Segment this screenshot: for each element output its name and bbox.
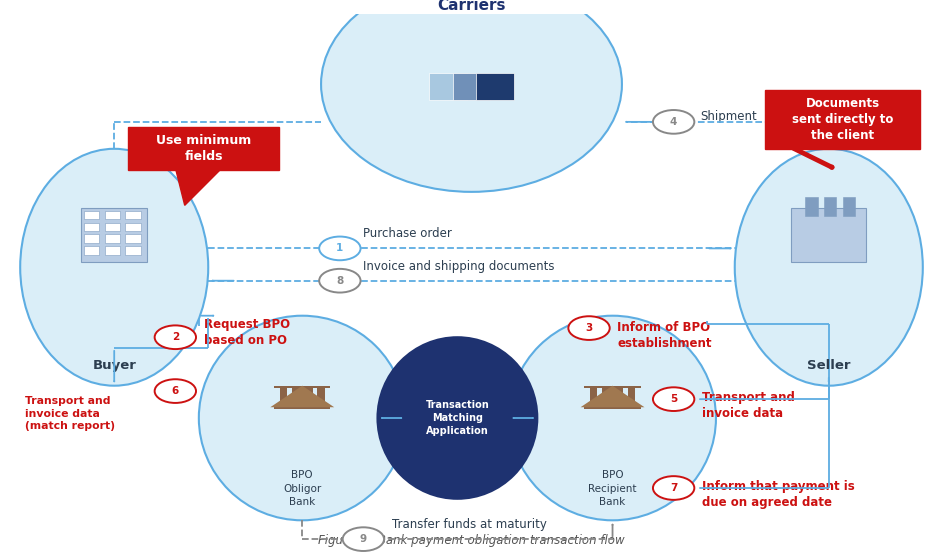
- Text: 3: 3: [586, 323, 592, 333]
- Bar: [292, 388, 300, 409]
- Text: Transport and
invoice data: Transport and invoice data: [702, 391, 795, 420]
- Circle shape: [569, 316, 610, 340]
- Bar: [590, 388, 598, 409]
- Text: Inform of BPO
establishment: Inform of BPO establishment: [618, 321, 712, 350]
- Circle shape: [155, 325, 196, 349]
- Bar: [628, 388, 635, 409]
- Text: 1: 1: [337, 243, 343, 253]
- Text: BPO
Obligor
Bank: BPO Obligor Bank: [283, 470, 322, 507]
- Bar: [453, 74, 490, 100]
- Bar: [105, 223, 120, 231]
- Circle shape: [653, 387, 694, 411]
- Bar: [843, 197, 855, 216]
- Bar: [585, 407, 640, 409]
- Text: Request BPO
based on PO: Request BPO based on PO: [204, 319, 290, 347]
- Bar: [125, 223, 141, 231]
- Bar: [84, 223, 99, 231]
- Circle shape: [342, 527, 384, 551]
- Text: Delivery
of goods: Delivery of goods: [169, 143, 220, 172]
- Polygon shape: [581, 386, 644, 407]
- Circle shape: [319, 237, 360, 260]
- Circle shape: [319, 269, 360, 293]
- Text: Documents
sent directly to
the client: Documents sent directly to the client: [792, 97, 894, 142]
- Bar: [616, 388, 623, 409]
- Bar: [603, 388, 610, 409]
- Bar: [824, 197, 836, 216]
- Bar: [125, 246, 141, 255]
- Text: Figure 2 : Bank payment obligation transaction flow: Figure 2 : Bank payment obligation trans…: [318, 534, 625, 547]
- Bar: [476, 74, 514, 100]
- Ellipse shape: [199, 316, 405, 520]
- Text: Buyer: Buyer: [92, 359, 136, 372]
- Text: Shipment: Shipment: [700, 110, 756, 123]
- Bar: [125, 211, 141, 219]
- Bar: [84, 211, 99, 219]
- Bar: [429, 74, 467, 100]
- Text: 9: 9: [360, 534, 367, 544]
- Text: Transaction
Matching
Application: Transaction Matching Application: [425, 400, 489, 436]
- Text: Invoice and shipping documents: Invoice and shipping documents: [363, 260, 554, 273]
- Ellipse shape: [321, 0, 622, 192]
- Bar: [274, 407, 330, 409]
- Ellipse shape: [509, 316, 716, 520]
- FancyBboxPatch shape: [765, 90, 920, 149]
- Text: 7: 7: [670, 483, 677, 493]
- Bar: [280, 388, 288, 409]
- Text: Purchase order: Purchase order: [363, 227, 453, 240]
- Text: Transfer funds at maturity: Transfer funds at maturity: [391, 518, 546, 531]
- Text: Use minimum
fields: Use minimum fields: [156, 134, 251, 163]
- Bar: [585, 386, 640, 388]
- Polygon shape: [175, 168, 223, 206]
- FancyBboxPatch shape: [791, 208, 867, 262]
- Text: BPO
Recipient
Bank: BPO Recipient Bank: [588, 470, 637, 507]
- Bar: [105, 234, 120, 243]
- Bar: [125, 234, 141, 243]
- Text: Inform that payment is
due on agreed date: Inform that payment is due on agreed dat…: [702, 480, 854, 509]
- Ellipse shape: [20, 149, 208, 386]
- Text: 5: 5: [670, 394, 677, 404]
- Bar: [105, 211, 120, 219]
- Circle shape: [653, 476, 694, 500]
- Text: Carriers: Carriers: [438, 0, 505, 13]
- FancyBboxPatch shape: [128, 127, 279, 170]
- FancyBboxPatch shape: [81, 208, 147, 262]
- Bar: [805, 197, 818, 216]
- Ellipse shape: [735, 149, 923, 386]
- Text: 6: 6: [172, 386, 179, 396]
- Text: 8: 8: [337, 276, 343, 286]
- Text: 4: 4: [670, 117, 677, 127]
- Polygon shape: [271, 386, 334, 407]
- Bar: [84, 246, 99, 255]
- Bar: [306, 388, 312, 409]
- Circle shape: [155, 379, 196, 403]
- Ellipse shape: [377, 337, 538, 499]
- Bar: [84, 234, 99, 243]
- Bar: [317, 388, 324, 409]
- Text: Transport and
invoice data
(match report): Transport and invoice data (match report…: [25, 397, 115, 431]
- Text: Seller: Seller: [807, 359, 851, 372]
- Bar: [274, 386, 330, 388]
- Text: 2: 2: [172, 332, 179, 342]
- Circle shape: [653, 110, 694, 134]
- Bar: [105, 246, 120, 255]
